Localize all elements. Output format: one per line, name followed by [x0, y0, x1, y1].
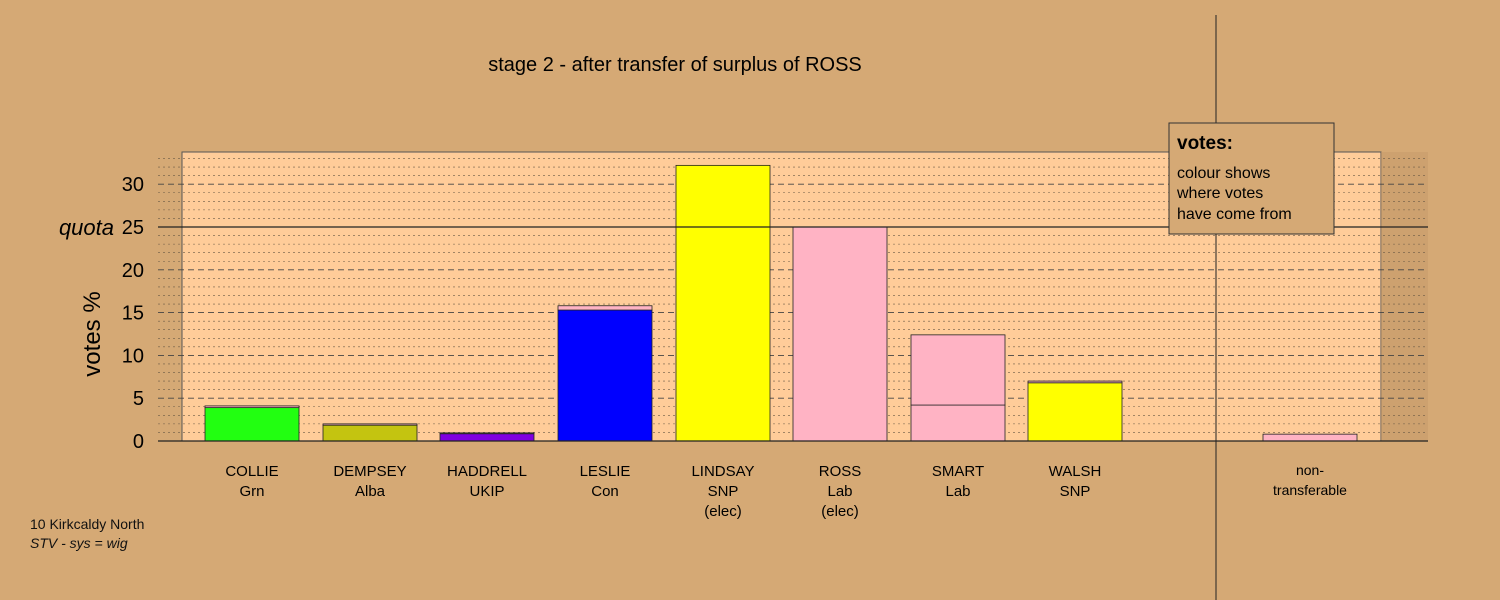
bars: [204, 164, 1358, 442]
candidate-party: Con: [591, 483, 619, 500]
candidate-name: LESLIE: [580, 463, 631, 480]
candidate-status: (elec): [821, 503, 859, 520]
candidate-party: Alba: [355, 483, 386, 500]
legend-line: have come from: [1177, 206, 1292, 223]
bar-non-transferable: [1262, 433, 1358, 442]
candidate-party: SNP: [708, 483, 739, 500]
bar-segment: [439, 433, 535, 442]
candidate-party: Lab: [945, 483, 970, 500]
bar-segment: [910, 334, 1006, 406]
bar-segment: [322, 423, 418, 426]
legend-line: colour shows: [1177, 165, 1270, 182]
plot-shade-right: [1381, 152, 1428, 441]
quota-label: quota: [59, 215, 114, 240]
bar-segment: [792, 226, 888, 442]
bar-segment: [1027, 382, 1123, 442]
y-axis-ticks: 0 5 10 15 20 25 30: [122, 174, 144, 453]
candidate-name: DEMPSEY: [333, 463, 406, 480]
candidate-name: COLLIE: [225, 463, 278, 480]
bar-segment: [910, 404, 1006, 442]
candidate-name: WALSH: [1049, 463, 1102, 480]
x-axis-labels: COLLIE Grn DEMPSEY Alba HADDRELL UKIP LESLIE Co…: [225, 462, 1347, 520]
legend-line: where votes: [1176, 185, 1263, 202]
y-tick-label: 25: [122, 217, 144, 239]
y-axis-label: votes %: [79, 291, 106, 376]
candidate-name: ROSS: [819, 463, 862, 480]
bar-segment: [322, 424, 418, 442]
non-transferable-label: transferable: [1273, 482, 1347, 498]
legend: votes: colour shows where votes have com…: [1168, 122, 1335, 235]
y-tick-label: 15: [122, 303, 144, 325]
footer-system: STV - sys = wig: [30, 535, 128, 551]
candidate-name: HADDRELL: [447, 463, 527, 480]
candidate-party: UKIP: [469, 483, 504, 500]
bar-segment: [557, 305, 653, 311]
candidate-status: (elec): [704, 503, 742, 520]
bar-segment: [439, 432, 535, 435]
candidate-party: SNP: [1060, 483, 1091, 500]
y-tick-label: 0: [133, 431, 144, 453]
candidate-party: Grn: [239, 483, 264, 500]
candidate-party: Lab: [827, 483, 852, 500]
legend-title: votes:: [1177, 133, 1233, 154]
footer-constituency: 10 Kirkcaldy North: [30, 516, 145, 532]
y-tick-label: 10: [122, 345, 144, 367]
y-tick-label: 30: [122, 174, 144, 196]
y-tick-label: 5: [133, 388, 144, 410]
bar-segment: [204, 407, 300, 442]
bar-segment: [557, 309, 653, 442]
bar-segment: [675, 164, 771, 442]
candidate-name: SMART: [932, 463, 984, 480]
candidate-name: LINDSAY: [691, 463, 754, 480]
non-transferable-label: non-: [1296, 462, 1324, 478]
y-tick-label: 20: [122, 260, 144, 282]
bar-segment: [1027, 380, 1123, 384]
plot-shade-band: [1381, 152, 1428, 441]
bar-segment: [204, 405, 300, 409]
chart-title: stage 2 - after transfer of surplus of R…: [488, 54, 862, 76]
